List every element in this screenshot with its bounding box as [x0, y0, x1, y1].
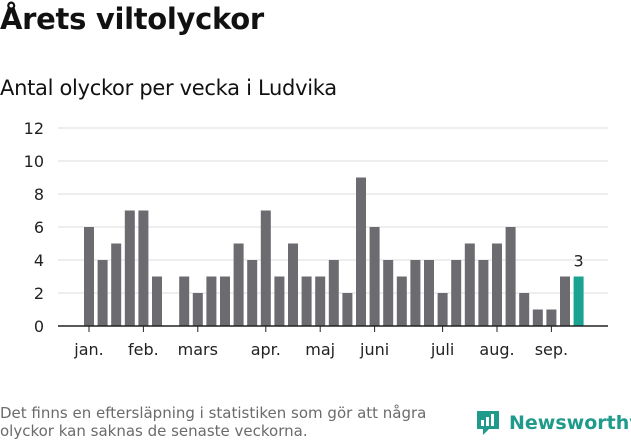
x-tick-label: juli: [430, 340, 454, 359]
bar: [233, 243, 244, 326]
bar: [152, 276, 162, 326]
bar: [111, 243, 122, 326]
bar: [560, 276, 570, 326]
bar: [410, 260, 421, 326]
bar: [369, 227, 380, 326]
brand-logo[interactable]: Newsworthy: [475, 408, 631, 438]
bar: [179, 276, 190, 326]
bars: [84, 177, 584, 326]
gridlines: [58, 127, 608, 294]
bar: [206, 276, 217, 326]
x-tick-label: maj: [305, 340, 335, 359]
bar: [288, 243, 298, 326]
bar: [396, 276, 407, 326]
x-tick-label: jan.: [73, 340, 103, 359]
bar: [124, 210, 135, 326]
y-tick-label: 12: [24, 119, 44, 138]
x-tick-label: apr.: [251, 340, 281, 359]
page-title: Årets viltolyckor: [0, 2, 264, 36]
bar: [492, 243, 502, 326]
bar: [546, 309, 557, 326]
y-tick-label: 4: [34, 251, 44, 270]
x-tick-label: juni: [359, 340, 389, 359]
bar-highlight: [573, 276, 584, 326]
weekly-accidents-bar-chart: 0 2 4 6 8 10 12 jan. feb. mars apr. maj juni juli aug…: [24, 119, 608, 359]
bar: [247, 260, 258, 326]
bar: [464, 243, 475, 326]
bar: [220, 276, 230, 326]
footnote: Det finns en eftersläpning i statistiken…: [0, 404, 427, 440]
y-axis-ticks: 0 2 4 6 8 10 12: [24, 119, 44, 336]
bar: [328, 260, 339, 326]
y-tick-label: 8: [34, 185, 44, 204]
bar: [505, 227, 516, 326]
x-axis-ticks: jan. feb. mars apr. maj juni juli aug. sep.: [73, 326, 568, 359]
bar: [356, 177, 366, 326]
bar: [383, 260, 394, 326]
x-tick-label: feb.: [128, 340, 159, 359]
bar: [97, 260, 108, 326]
bar-value-label: 3: [574, 252, 584, 271]
bar: [424, 260, 434, 326]
bar: [519, 293, 530, 326]
x-tick-label: aug.: [479, 340, 514, 359]
bar: [478, 260, 489, 326]
brand-name: Newsworthy: [509, 412, 631, 434]
x-tick-label: sep.: [535, 340, 568, 359]
bar: [315, 276, 326, 326]
data-labels: 3: [574, 252, 584, 271]
x-tick-label: mars: [178, 340, 218, 359]
bar: [274, 276, 285, 326]
newsworthy-logo-icon: [477, 411, 499, 435]
bar: [138, 210, 149, 326]
chart-subtitle: Antal olyckor per vecka i Ludvika: [0, 76, 337, 100]
bar: [532, 309, 543, 326]
y-tick-label: 0: [34, 317, 44, 336]
bar: [437, 293, 448, 326]
bar: [342, 293, 353, 326]
y-tick-label: 6: [34, 218, 44, 237]
bar: [260, 210, 271, 326]
bar: [301, 276, 312, 326]
bar: [84, 227, 94, 326]
bar: [451, 260, 462, 326]
y-tick-label: 2: [34, 284, 44, 303]
bar: [192, 293, 203, 326]
y-tick-label: 10: [24, 152, 44, 171]
